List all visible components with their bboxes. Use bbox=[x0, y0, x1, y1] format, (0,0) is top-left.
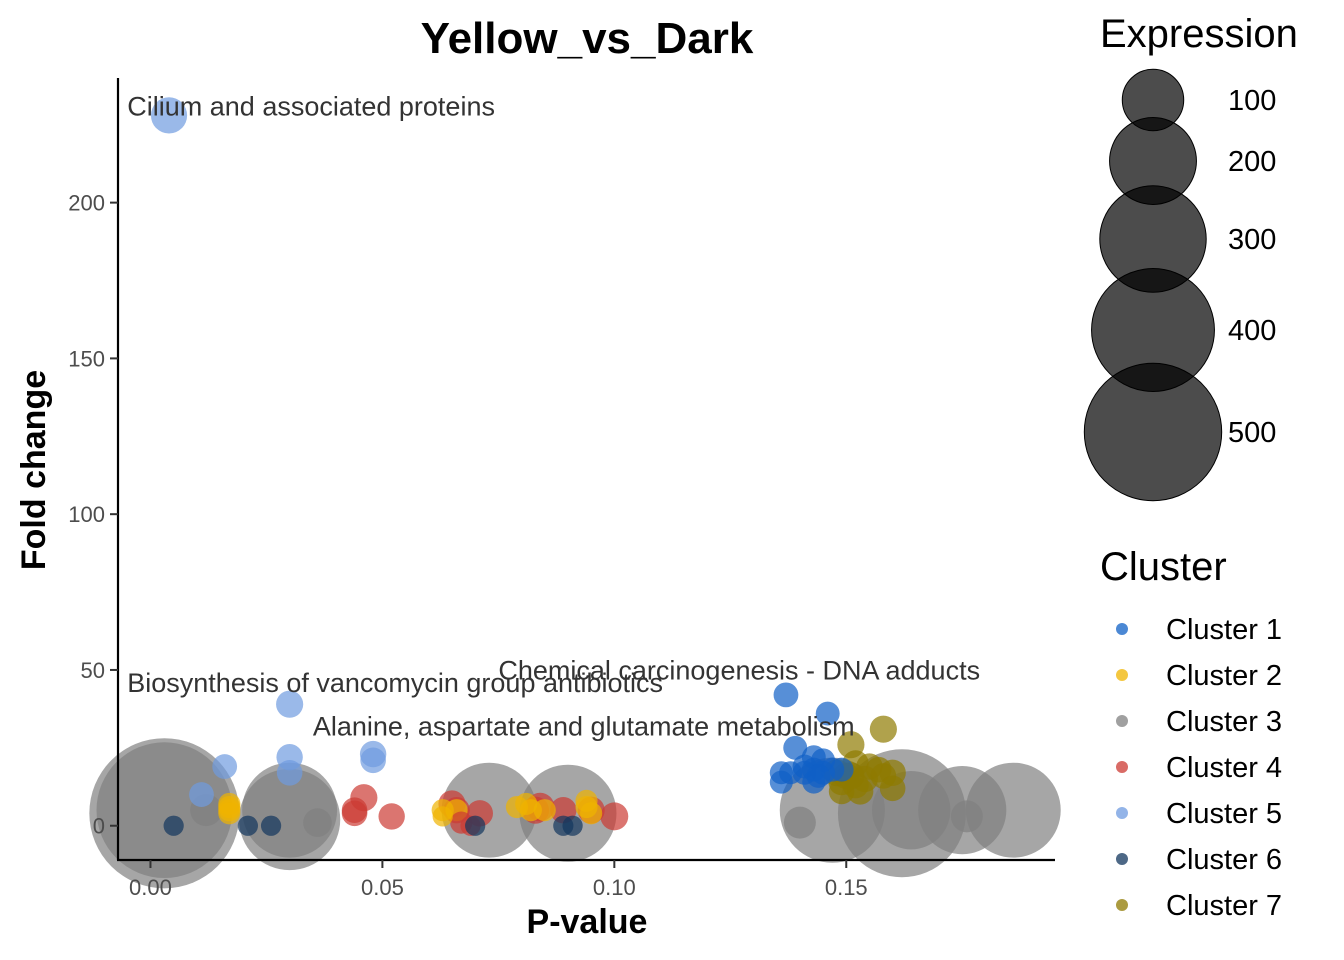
points-layer bbox=[89, 97, 1061, 889]
y-tick-label: 200 bbox=[68, 191, 105, 216]
data-point bbox=[533, 799, 556, 822]
data-point bbox=[303, 808, 332, 837]
data-point bbox=[378, 803, 405, 830]
data-point bbox=[465, 815, 486, 836]
x-tick-label: 0.05 bbox=[361, 875, 404, 900]
data-point bbox=[237, 815, 259, 836]
data-point bbox=[341, 800, 368, 827]
data-point bbox=[218, 802, 241, 825]
data-point bbox=[829, 757, 854, 782]
y-tick-label: 0 bbox=[93, 814, 105, 839]
size-legend-label: 300 bbox=[1228, 224, 1276, 256]
color-legend-key bbox=[1116, 715, 1128, 727]
y-tick-label: 150 bbox=[68, 346, 105, 371]
color-legend-key bbox=[1116, 761, 1128, 773]
data-point bbox=[580, 802, 603, 825]
annotation-label: Chemical carcinogenesis - DNA adducts bbox=[498, 655, 980, 685]
data-point bbox=[96, 742, 233, 879]
data-point bbox=[828, 778, 855, 805]
size-legend-key bbox=[1083, 362, 1223, 502]
chart-title: Yellow_vs_Dark bbox=[421, 14, 754, 63]
y-tick-label: 50 bbox=[81, 658, 105, 683]
size-legend: 100 200 300 400 500 bbox=[1083, 68, 1276, 502]
data-point bbox=[562, 815, 583, 836]
color-legend-label: Cluster 5 bbox=[1166, 798, 1282, 830]
color-legend-key bbox=[1116, 623, 1128, 635]
data-point bbox=[783, 806, 816, 839]
data-point bbox=[600, 802, 629, 831]
y-ticks: 0 50 100 150 200 bbox=[68, 191, 118, 839]
size-legend-label: 400 bbox=[1228, 315, 1276, 347]
data-point bbox=[950, 800, 983, 833]
annotations-layer: Cilium and associated proteins Biosynthes… bbox=[127, 91, 980, 741]
color-legend-label: Cluster 3 bbox=[1166, 706, 1282, 738]
x-tick-label: 0.15 bbox=[825, 875, 868, 900]
size-legend-title: Expression bbox=[1100, 12, 1298, 56]
data-point bbox=[150, 97, 188, 134]
x-tick-label: 0.10 bbox=[593, 875, 636, 900]
data-point bbox=[189, 782, 214, 807]
color-legend-title: Cluster bbox=[1100, 545, 1227, 589]
data-point bbox=[260, 815, 282, 836]
data-point bbox=[276, 690, 304, 718]
annotation-label: Biosynthesis of vancomycin group antibio… bbox=[127, 668, 663, 698]
data-point bbox=[360, 747, 386, 774]
annotation-label: Alanine, aspartate and glutamate metabol… bbox=[313, 711, 855, 741]
data-point bbox=[783, 735, 808, 760]
color-legend: Cluster 1 Cluster 2 Cluster 3 Cluster 4 Clus… bbox=[1116, 614, 1282, 922]
x-tick-label: 0.00 bbox=[129, 875, 172, 900]
color-legend-label: Cluster 2 bbox=[1166, 660, 1282, 692]
size-legend-label: 100 bbox=[1228, 85, 1276, 117]
data-point bbox=[815, 701, 840, 726]
data-point bbox=[769, 770, 793, 794]
color-legend-key bbox=[1116, 853, 1128, 865]
color-legend-key bbox=[1116, 899, 1128, 911]
size-legend-label: 200 bbox=[1228, 146, 1276, 178]
y-tick-label: 100 bbox=[68, 502, 105, 527]
data-point bbox=[869, 715, 897, 743]
size-legend-label: 500 bbox=[1228, 417, 1276, 449]
data-point bbox=[773, 682, 799, 708]
color-legend-label: Cluster 1 bbox=[1166, 614, 1282, 646]
color-legend-key bbox=[1116, 669, 1128, 681]
x-axis-title: P-value bbox=[527, 903, 648, 941]
y-axis-title: Fold change bbox=[15, 370, 53, 570]
annotation-label: Cilium and associated proteins bbox=[127, 91, 495, 121]
data-point bbox=[212, 754, 238, 779]
x-ticks: 0.00 0.05 0.10 0.15 bbox=[129, 860, 868, 900]
color-legend-label: Cluster 7 bbox=[1166, 890, 1282, 922]
data-point bbox=[276, 759, 303, 786]
color-legend-key bbox=[1116, 807, 1128, 819]
data-point bbox=[163, 815, 184, 836]
color-legend-label: Cluster 4 bbox=[1166, 752, 1282, 784]
data-point bbox=[802, 770, 826, 794]
data-point bbox=[432, 806, 453, 827]
color-legend-label: Cluster 6 bbox=[1166, 844, 1282, 876]
data-point bbox=[879, 775, 906, 802]
